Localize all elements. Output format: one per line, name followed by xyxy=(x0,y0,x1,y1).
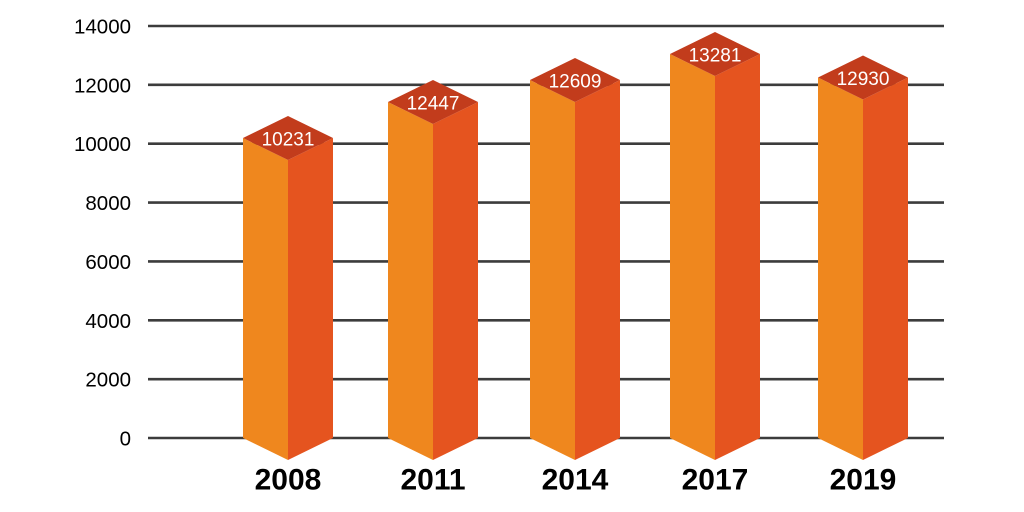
bar-left-face xyxy=(818,77,863,460)
x-axis-category-label: 2019 xyxy=(830,464,897,497)
y-axis-tick-label: 4000 xyxy=(85,310,131,333)
bar-2014: 12609 2014 xyxy=(530,58,620,497)
bar-right-face xyxy=(715,54,760,460)
bar-value-label: 13281 xyxy=(689,46,742,67)
x-axis-category-label: 2014 xyxy=(542,464,609,497)
bar-top-face xyxy=(243,116,333,160)
bar-value-label: 12447 xyxy=(407,94,460,115)
y-axis-tick-label: 10000 xyxy=(74,133,131,156)
bar-value-label: 12930 xyxy=(837,69,890,90)
bar-top-face xyxy=(388,80,478,124)
bar-right-face xyxy=(863,77,908,460)
bar-2017: 13281 2017 xyxy=(670,32,760,497)
y-axis-tick-label: 6000 xyxy=(85,251,131,274)
bar-left-face xyxy=(530,80,575,460)
x-axis-category-label: 2017 xyxy=(682,464,749,497)
bar-left-face xyxy=(388,102,433,460)
bar-value-label: 10231 xyxy=(262,130,315,151)
bar-value-label: 12609 xyxy=(549,72,602,93)
bar-top-face xyxy=(530,58,620,102)
bar-right-face xyxy=(288,138,333,460)
y-axis-tick-label: 0 xyxy=(120,428,131,451)
bar-right-face xyxy=(433,102,478,460)
bar-2011: 12447 2011 xyxy=(388,80,478,497)
bar-2008: 10231 2008 xyxy=(243,116,333,497)
x-axis-category-label: 2008 xyxy=(255,464,322,497)
x-axis-category-label: 2011 xyxy=(400,464,465,497)
bar-left-face xyxy=(243,138,288,460)
bar-top-face xyxy=(670,32,760,76)
bar-2019: 12930 2019 xyxy=(818,55,908,497)
y-axis-tick-label: 14000 xyxy=(74,16,131,39)
y-axis-tick-label: 8000 xyxy=(85,192,131,215)
y-axis-tick-label: 2000 xyxy=(85,369,131,392)
y-axis-tick-label: 12000 xyxy=(74,74,131,97)
bar-left-face xyxy=(670,54,715,460)
bar-top-face xyxy=(818,55,908,100)
bar-right-face xyxy=(575,80,620,460)
